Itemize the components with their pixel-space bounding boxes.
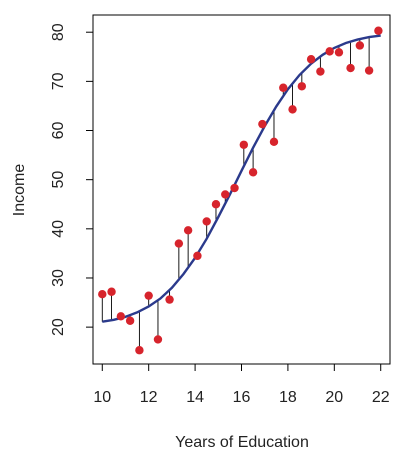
data-point <box>355 41 365 50</box>
y-axis-title: Income <box>11 164 28 217</box>
x-axis-title: Years of Education <box>175 434 309 451</box>
data-point <box>288 105 297 114</box>
x-axis: 10 12 14 16 18 20 22 <box>93 364 390 406</box>
y-axis: 20 30 40 50 60 70 80 <box>50 23 93 336</box>
data-point <box>364 66 374 75</box>
data-point <box>116 312 126 321</box>
y-tick-label: 30 <box>50 269 67 287</box>
data-point <box>193 251 202 261</box>
residual-lines <box>101 30 379 351</box>
data-point <box>153 335 163 344</box>
y-tick-label: 40 <box>50 220 67 238</box>
x-tick-label: 16 <box>233 389 251 406</box>
data-point <box>98 290 107 299</box>
data-point <box>202 217 211 226</box>
data-points <box>98 26 383 355</box>
y-tick-label: 80 <box>50 23 67 41</box>
data-point <box>239 140 249 149</box>
data-point <box>174 239 184 248</box>
data-point <box>107 287 116 296</box>
x-tick-label: 20 <box>325 389 343 406</box>
y-tick-label: 60 <box>50 122 67 140</box>
fitted-curve <box>102 34 381 323</box>
y-tick-label: 70 <box>50 72 67 90</box>
data-point <box>165 295 174 304</box>
data-point <box>316 67 325 76</box>
x-tick-label: 12 <box>140 389 158 406</box>
data-point <box>221 190 230 199</box>
data-point <box>230 183 239 193</box>
data-point <box>279 83 288 92</box>
y-tick-label: 50 <box>50 171 67 189</box>
data-point <box>258 119 267 129</box>
x-tick-label: 10 <box>93 389 111 406</box>
x-tick-label: 18 <box>279 389 297 406</box>
data-point <box>297 82 307 91</box>
data-point <box>144 291 153 300</box>
x-tick-label: 14 <box>186 389 204 406</box>
data-point <box>334 48 344 57</box>
data-point <box>346 63 355 73</box>
data-point <box>183 226 193 235</box>
data-point <box>374 26 383 35</box>
data-point <box>306 55 316 64</box>
data-point <box>248 168 258 177</box>
data-point <box>269 137 279 147</box>
y-tick-label: 20 <box>50 318 67 336</box>
data-point <box>325 47 334 56</box>
data-point <box>211 200 221 209</box>
data-point <box>125 316 135 325</box>
x-tick-label: 22 <box>372 389 390 406</box>
data-point <box>135 346 144 355</box>
